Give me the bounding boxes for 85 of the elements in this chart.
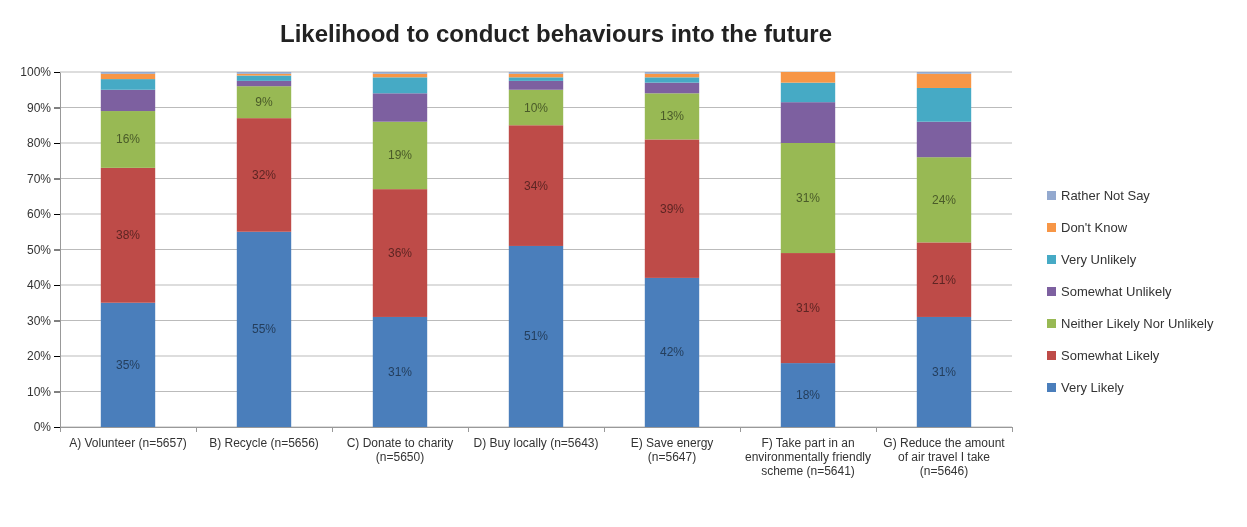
bar <box>780 82 836 103</box>
y-tick-label: 90% <box>26 100 52 115</box>
data-label: 42% <box>659 345 685 360</box>
bar <box>780 102 836 143</box>
bar <box>100 111 156 168</box>
data-label: 16% <box>115 132 141 147</box>
bar <box>236 231 292 427</box>
data-label: 55% <box>251 322 277 337</box>
y-tick-label: 10% <box>26 384 52 399</box>
legend-label: Somewhat Unlikely <box>1061 284 1173 299</box>
data-label: 9% <box>255 95 273 110</box>
bar <box>508 89 564 126</box>
data-label: 19% <box>387 148 413 163</box>
y-tick-label: 100% <box>20 65 52 80</box>
bar <box>644 77 700 83</box>
data-label: 24% <box>931 192 957 207</box>
legend-label: Neither Likely Nor Unlikely <box>1061 316 1214 331</box>
bar <box>236 75 292 81</box>
bar <box>372 121 428 190</box>
data-label: 31% <box>795 301 821 316</box>
y-tick-label: 40% <box>26 278 52 293</box>
bar <box>372 316 428 427</box>
y-tick-label: 0% <box>33 420 52 435</box>
data-label: 21% <box>931 272 957 287</box>
x-tick-label: D) Buy locally (n=5643) <box>473 436 599 450</box>
bar <box>508 77 564 81</box>
data-label: 35% <box>115 357 141 372</box>
bar <box>100 89 156 112</box>
data-label: 38% <box>115 228 141 243</box>
bar <box>100 79 156 90</box>
bar <box>100 302 156 427</box>
bar <box>916 73 972 88</box>
bar <box>372 189 428 317</box>
data-label: 31% <box>387 364 413 379</box>
bar <box>236 80 292 87</box>
legend-label: Very Likely <box>1061 380 1125 395</box>
bar <box>780 72 836 83</box>
bar <box>916 157 972 243</box>
x-tick-label: E) Save energy (n=5647) <box>630 436 714 464</box>
bar <box>100 73 156 80</box>
data-label: 13% <box>659 109 685 124</box>
data-label: 31% <box>795 191 821 206</box>
bar <box>508 80 564 90</box>
y-tick-label: 50% <box>26 242 52 257</box>
legend-label: Very Unlikely <box>1061 252 1137 267</box>
bar <box>916 87 972 122</box>
chart-title: Likelihood to conduct behaviours into the future <box>280 20 832 47</box>
data-label: 51% <box>523 329 549 344</box>
y-tick-label: 60% <box>26 207 52 222</box>
data-label: 34% <box>523 178 549 193</box>
y-tick-label: 30% <box>26 313 52 328</box>
bar <box>508 125 564 246</box>
y-tick-label: 80% <box>26 136 52 151</box>
data-label: 39% <box>659 201 685 216</box>
bar <box>780 363 836 427</box>
bar <box>508 245 564 427</box>
x-tick-label: G) Reduce the amount of air travel I take (n=5646) <box>883 436 1006 478</box>
data-label: 18% <box>795 388 821 403</box>
x-tick-label: B) Recycle (n=5656) <box>209 436 319 450</box>
legend-label: Somewhat Likely <box>1061 348 1160 363</box>
bar <box>100 167 156 303</box>
bar <box>372 77 428 94</box>
legend-label: Don't Know <box>1061 220 1128 235</box>
bar <box>644 139 700 278</box>
bar <box>644 277 700 427</box>
data-label: 36% <box>387 246 413 261</box>
data-label: 10% <box>523 100 549 115</box>
y-tick-label: 20% <box>26 349 52 364</box>
bar <box>644 82 700 94</box>
bar <box>780 143 836 254</box>
legend-label: Rather Not Say <box>1061 188 1151 203</box>
bar <box>780 253 836 364</box>
bar <box>236 118 292 232</box>
x-tick-label: A) Volunteer (n=5657) <box>69 436 187 450</box>
bar <box>372 93 428 122</box>
bar <box>236 86 292 119</box>
bar <box>916 316 972 427</box>
bar <box>916 121 972 158</box>
bar <box>916 242 972 317</box>
x-tick-label: F) Take part in an environmentally friendly scheme (n=5641) <box>744 436 872 478</box>
x-tick-label: C) Donate to charity (n=5650) <box>346 436 454 464</box>
data-label: 31% <box>931 364 957 379</box>
y-tick-label: 70% <box>26 171 52 186</box>
data-label: 32% <box>251 167 277 182</box>
bar <box>644 93 700 140</box>
